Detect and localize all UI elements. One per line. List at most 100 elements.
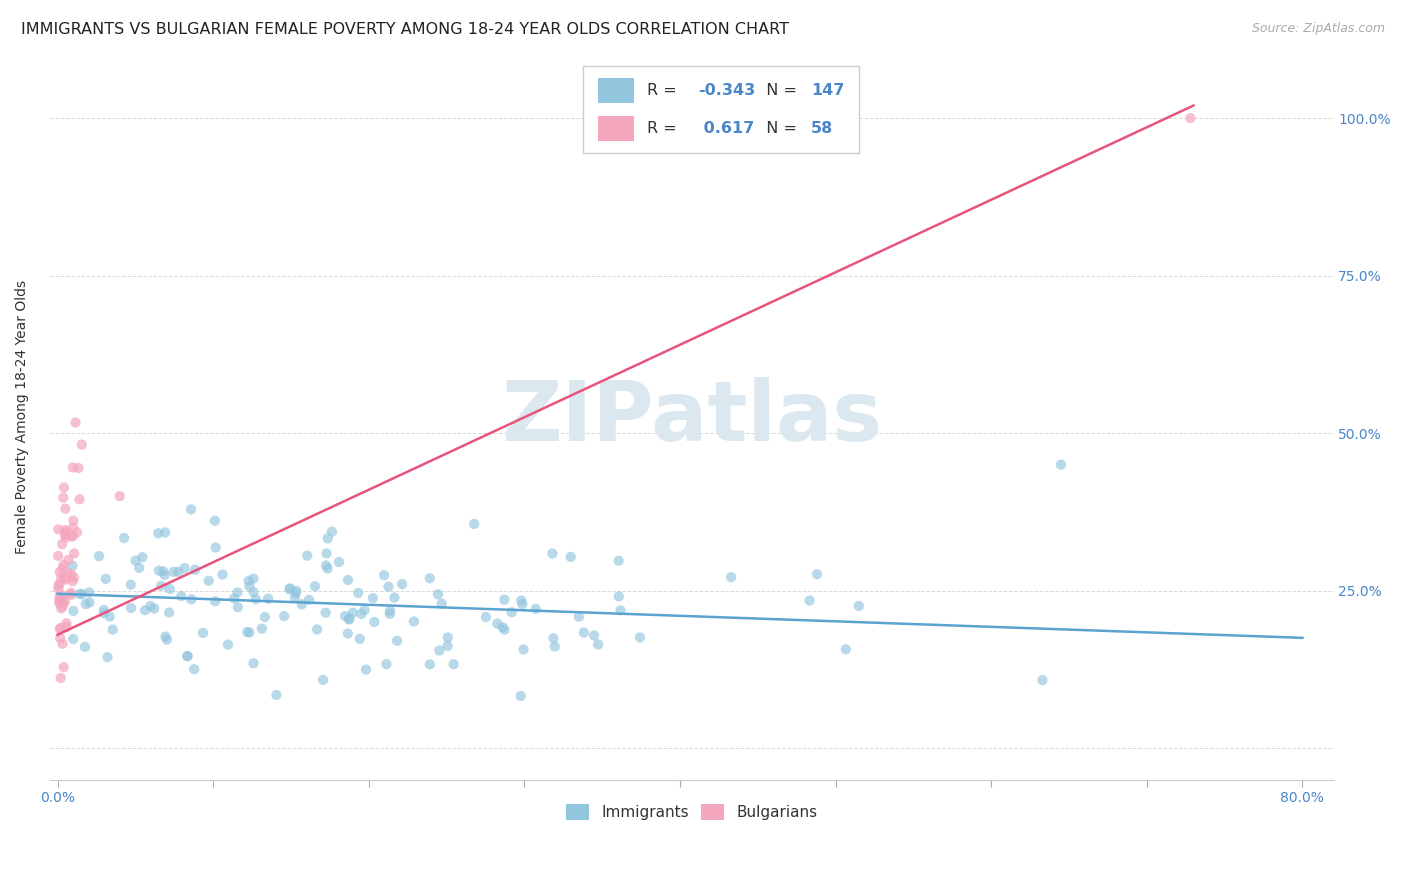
Point (49, 621, 72, 635)
Point (51, 601, 73, 615)
Point (93, 603, 115, 617)
Point (153, 568, 176, 582)
Point (429, 643, 451, 657)
Point (56, 566, 79, 581)
Point (582, 628, 605, 642)
Point (321, 524, 343, 539)
Point (52, 491, 75, 505)
Point (607, 554, 630, 568)
Point (46, 522, 69, 536)
Point (586, 637, 609, 651)
Point (385, 633, 408, 648)
Point (148, 526, 170, 541)
Point (427, 587, 450, 601)
Point (183, 662, 205, 676)
Point (120, 601, 142, 615)
Point (60, 567, 83, 582)
Text: Source: ZipAtlas.com: Source: ZipAtlas.com (1251, 22, 1385, 36)
Point (173, 561, 195, 575)
Point (55, 620, 77, 634)
Text: R =: R = (647, 121, 682, 136)
Point (402, 615, 425, 629)
Point (48, 597, 70, 611)
Point (62, 520, 84, 534)
Point (568, 609, 591, 624)
Point (349, 632, 371, 646)
Point (94, 572, 117, 586)
Point (49, 565, 72, 579)
Text: 0.617: 0.617 (699, 121, 755, 136)
Point (204, 594, 226, 608)
Point (62, 558, 84, 573)
Point (273, 609, 295, 624)
Point (226, 585, 249, 599)
Point (337, 573, 360, 587)
Point (337, 611, 360, 625)
Point (242, 657, 264, 671)
Point (46, 549, 69, 563)
Point (53, 571, 76, 585)
Point (159, 582, 181, 596)
Point (278, 582, 301, 596)
Point (486, 616, 509, 631)
Point (63, 571, 86, 585)
Point (375, 657, 398, 672)
Point (62, 632, 84, 646)
Point (148, 564, 170, 578)
Point (304, 579, 326, 593)
Point (150, 579, 173, 593)
Point (70, 587, 93, 601)
Point (799, 593, 821, 607)
Point (63, 546, 86, 560)
Legend: Immigrants, Bulgarians: Immigrants, Bulgarians (560, 798, 824, 826)
Point (52, 558, 75, 572)
Point (609, 603, 631, 617)
Point (501, 605, 523, 619)
Point (224, 591, 246, 606)
Point (53, 595, 76, 609)
Point (134, 603, 156, 617)
Point (51, 637, 73, 651)
Point (77, 585, 100, 599)
Point (53, 523, 76, 537)
Point (510, 593, 533, 607)
Text: 58: 58 (811, 121, 834, 136)
Point (297, 549, 319, 563)
Point (98, 609, 121, 624)
Point (342, 606, 364, 620)
Point (62, 514, 84, 528)
Point (391, 577, 413, 591)
Point (494, 623, 516, 637)
Point (291, 598, 314, 612)
Point (143, 601, 166, 615)
Point (62, 604, 84, 618)
Point (217, 638, 239, 652)
Point (236, 624, 259, 639)
Point (337, 613, 360, 627)
Point (510, 597, 533, 611)
Point (156, 632, 179, 647)
FancyBboxPatch shape (582, 66, 859, 153)
Point (124, 553, 146, 567)
Point (53, 526, 76, 541)
Point (49, 671, 72, 685)
Point (176, 648, 198, 663)
Point (336, 626, 359, 640)
Point (1031, 673, 1053, 687)
Point (108, 489, 131, 503)
Point (55, 501, 77, 516)
Point (315, 546, 337, 560)
Point (204, 514, 226, 528)
Point (363, 615, 385, 629)
Point (191, 625, 214, 640)
Point (806, 567, 828, 582)
Point (49, 591, 72, 605)
FancyBboxPatch shape (598, 116, 634, 141)
Point (49, 622, 72, 636)
Point (204, 541, 226, 555)
Point (419, 657, 441, 672)
Point (87, 549, 110, 564)
Point (378, 604, 401, 618)
Point (419, 571, 441, 585)
Point (170, 589, 193, 603)
